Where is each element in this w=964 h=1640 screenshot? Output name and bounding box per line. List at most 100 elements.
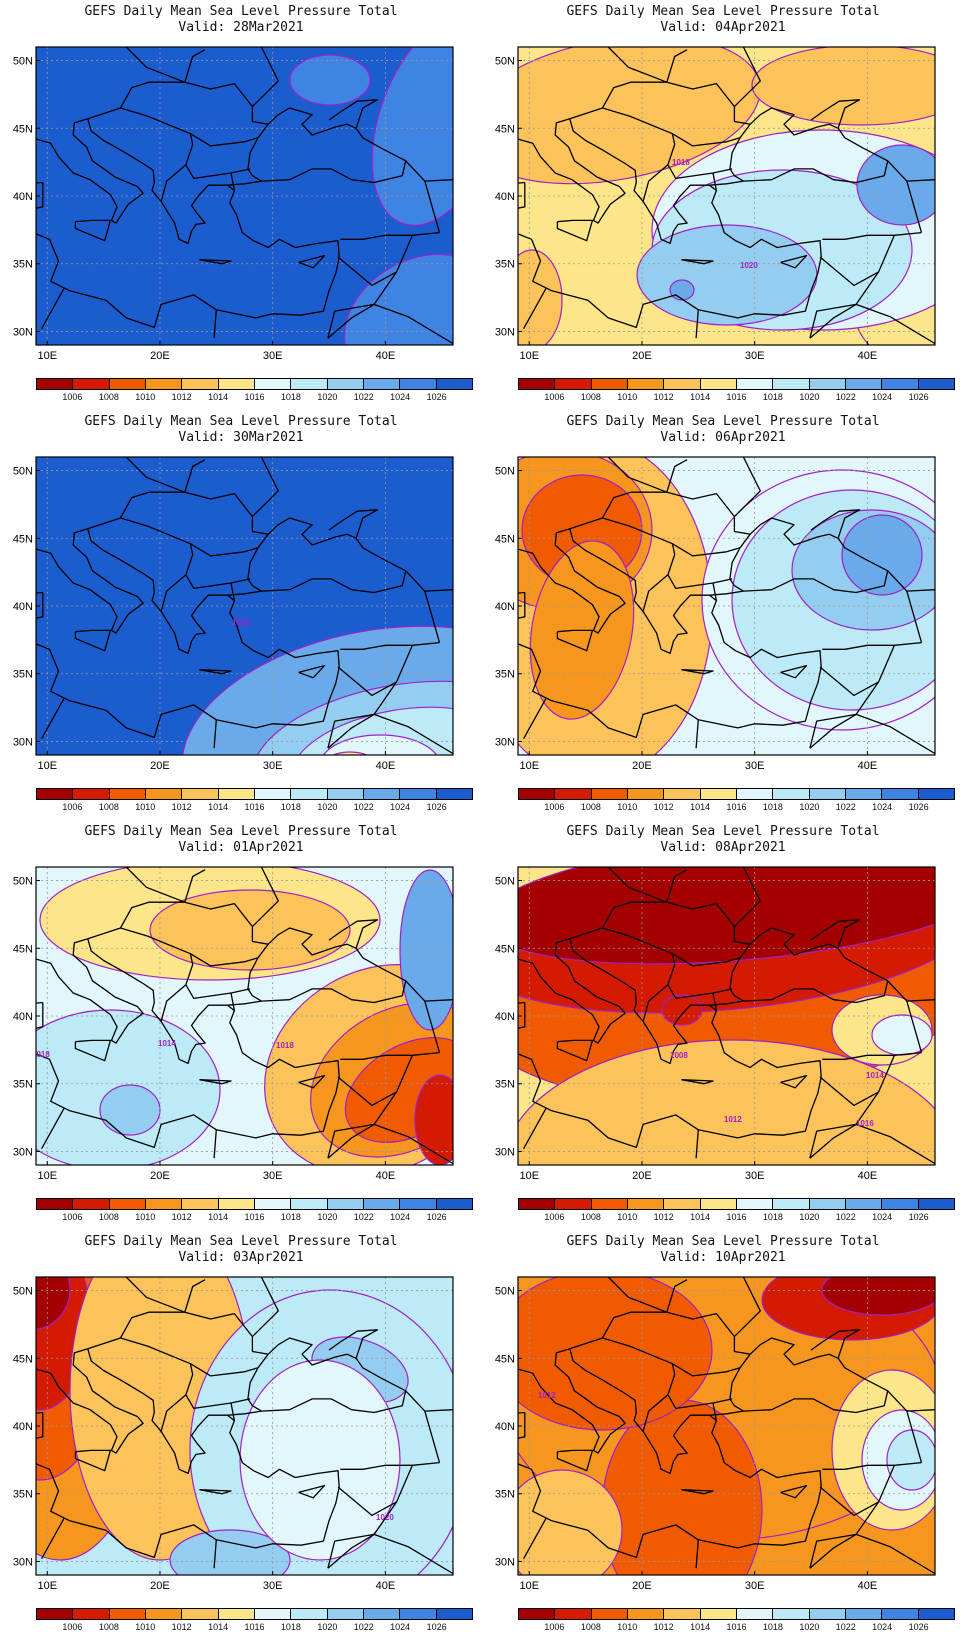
colorbar-level-label: 1022 [353,392,374,402]
coastline [74,219,112,242]
colorbar-swatch [73,379,110,389]
coastline [887,980,935,1002]
panel-valid-date: Valid: 28Mar2021 [178,20,304,35]
coastline [672,543,741,557]
colorbar-swatch [109,1609,146,1619]
lon-tick-label: 20E [150,1170,170,1182]
coastline [340,231,440,240]
colorbar-swatch [591,789,628,799]
pressure-zone [322,734,438,755]
lat-tick-label: 45N [495,533,515,545]
colorbar-level-label: 1016 [726,392,747,402]
colorbar-swatch [882,1199,919,1209]
coastline [695,719,699,749]
colorbar-swatch [218,1609,255,1619]
colorbar-level-label: 1022 [835,1212,856,1222]
coastline [809,1123,935,1165]
coastline [819,1465,895,1517]
coastline [523,287,547,330]
coastline [298,1074,326,1089]
map-panel: GEFS Daily Mean Sea Level Pressure Total… [482,820,964,1230]
colorbar [518,788,955,800]
colorbar-swatch [254,1199,292,1209]
coastline [36,938,144,1044]
lon-tick-label: 20E [632,760,652,772]
coastline [36,1411,44,1439]
lat-tick-label: 30N [13,1556,33,1568]
coastline [125,47,186,83]
colorbar-level-label: 1024 [390,1622,411,1632]
panel-valid-date: Valid: 01Apr2021 [178,840,304,855]
colorbar-labels: 1006 1008 1010 1012 1014 1016 1018 1020 1022 1024… [36,392,473,404]
coastline [213,719,217,749]
colorbar-level-label: 1020 [317,1212,338,1222]
colorbar-swatch [363,379,401,389]
colorbar-swatch [109,789,146,799]
contour-label: 1020 [376,1513,394,1522]
colorbar-level-label: 1016 [244,1212,265,1222]
coastline [733,47,761,108]
colorbar-level-label: 1026 [908,392,929,402]
colorbar-swatch [555,379,592,389]
coastline [199,669,232,675]
colorbar-swatch [736,1199,774,1209]
coastline [809,271,880,339]
lat-tick-label: 50N [495,876,515,888]
colorbar-level-label: 1016 [726,1212,747,1222]
coastline [887,570,935,592]
colorbar-swatch [773,379,810,389]
colorbar-swatch [700,379,737,389]
pressure-zone [518,1277,713,1431]
colorbar-swatch [327,1609,364,1619]
colorbar-level-label: 1022 [835,1622,856,1632]
colorbar-level-label: 1016 [726,1622,747,1632]
colorbar-level-label: 1006 [62,1622,83,1632]
colorbar-swatch [845,1609,883,1619]
coastline [185,574,251,590]
colorbar-level-label: 1026 [426,392,447,402]
lon-tick-label: 30E [263,1580,283,1592]
map-panel: GEFS Daily Mean Sea Level Pressure Total… [0,410,482,820]
lon-tick-label: 20E [632,350,652,362]
panel-valid-date: Valid: 03Apr2021 [178,1250,304,1265]
panel-valid-date: Valid: 08Apr2021 [660,840,786,855]
lon-tick-label: 20E [150,1580,170,1592]
lat-tick-label: 40N [495,601,515,613]
colorbar-level-label: 1006 [544,802,565,812]
coastline [230,1402,236,1421]
colorbar-level-label: 1006 [62,1212,83,1222]
coastline [695,1129,699,1159]
pressure-map: 1014 1018 1018 50N 45N 40N 35N 30N 10E 20E 30E 40E [13,866,454,1182]
colorbar-swatch [845,789,883,799]
coastline [424,180,441,233]
lon-tick-label: 30E [263,760,283,772]
coastline [607,47,668,83]
coastline [251,867,279,928]
coastline [119,81,269,125]
colorbar-level-label: 1018 [280,1622,301,1632]
colorbar-swatch [254,379,292,389]
pressure-zone [886,1429,935,1491]
coastline [712,172,718,191]
lat-tick-label: 50N [495,466,515,478]
colorbar-swatch [882,789,919,799]
coastline [185,164,251,180]
coastline [556,219,594,242]
coastline [681,259,714,265]
coastline [712,582,718,601]
colorbar-level-label: 1008 [98,392,119,402]
colorbar-swatch [291,1199,328,1209]
colorbar [518,1198,955,1210]
pressure-map: 1012 50N 45N 40N 35N 30N 10E 20E 30E 40E [495,1276,936,1592]
pressure-map: 1018 1020 50N 45N 40N 35N 30N 10E 20E 30E 40E [495,46,936,362]
coastline [518,1001,526,1029]
coastline [906,1410,923,1463]
coastline [809,1501,880,1569]
colorbar-swatch [254,1609,292,1619]
coastline [337,1055,413,1107]
colorbar-level-label: 1008 [98,802,119,812]
pressure-zone [841,514,923,596]
coastline [119,901,269,945]
colorbar-level-label: 1008 [580,802,601,812]
colorbar [36,1198,473,1210]
